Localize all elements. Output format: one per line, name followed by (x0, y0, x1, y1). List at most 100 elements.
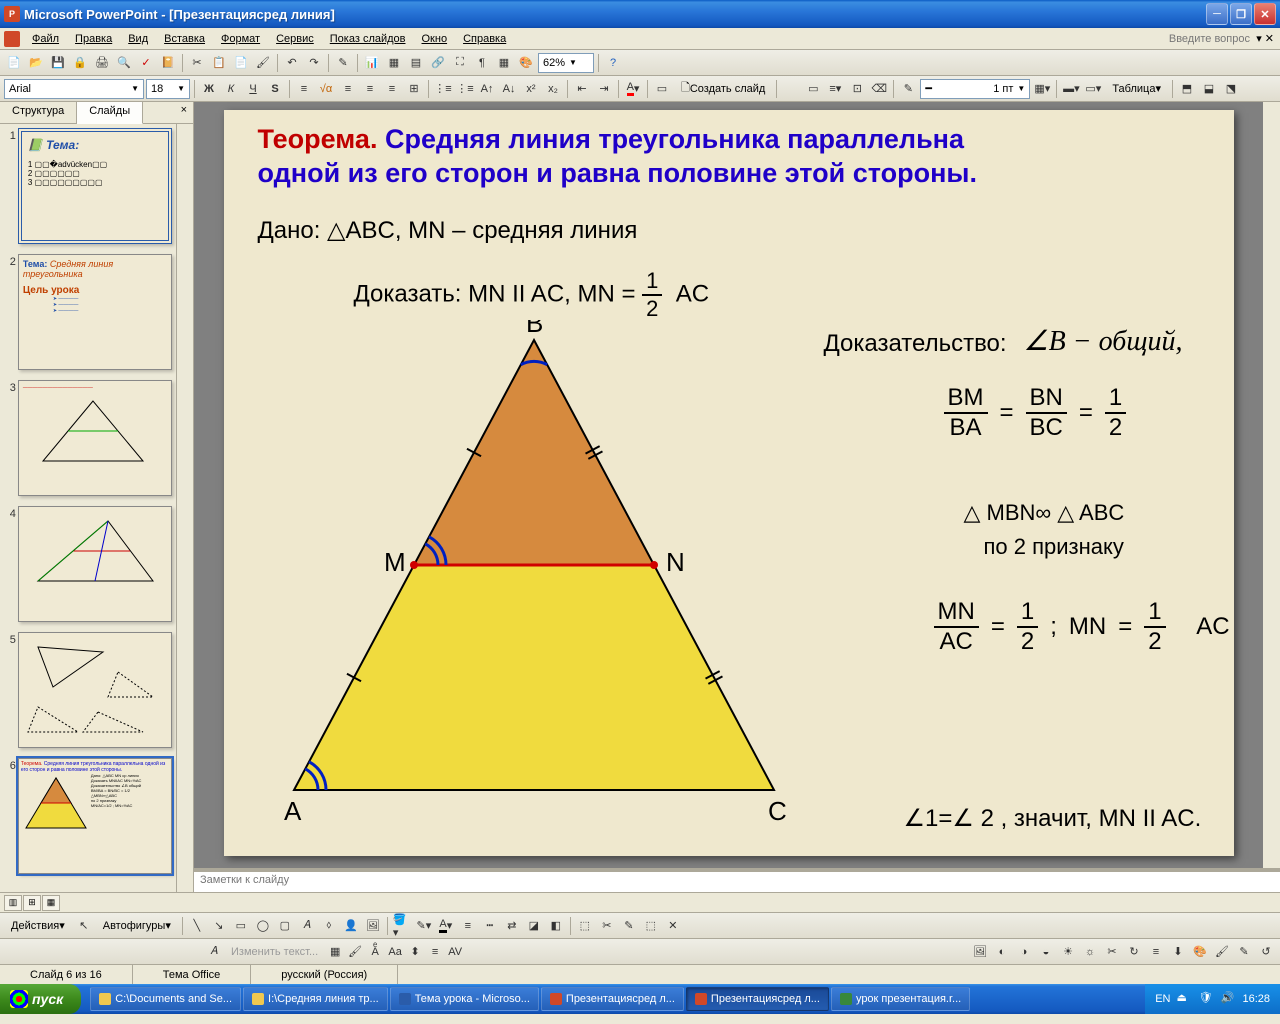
align-right-icon[interactable]: ≡ (360, 79, 380, 99)
wa-insert-icon[interactable]: 𝐴 (204, 942, 224, 962)
pic-transparent-icon[interactable]: ✎ (1234, 942, 1254, 962)
taskbar-item[interactable]: Презентациясред л... (541, 987, 684, 1011)
autoshapes-menu[interactable]: Автофигуры ▾ (96, 916, 178, 936)
border-icon[interactable]: ▦▾ (1032, 79, 1052, 99)
taskbar-item[interactable]: Презентациясред л... (686, 987, 829, 1011)
rectangle-tool-icon[interactable]: ▭ (231, 916, 251, 936)
line-tool-icon[interactable]: ╲ (187, 916, 207, 936)
normal-view-icon[interactable]: ▥ (4, 895, 22, 911)
ask-question-box[interactable]: Введите вопрос (1169, 33, 1250, 45)
thumbnail-5[interactable] (18, 632, 172, 748)
increase-font-icon[interactable]: A↑ (477, 79, 497, 99)
taskbar-item[interactable]: урок презентация.r... (831, 987, 970, 1011)
dash-style-tool-icon[interactable]: ┅ (480, 916, 500, 936)
distribute-icon[interactable]: ⊞ (404, 79, 424, 99)
table-icon[interactable]: ▦ (384, 53, 404, 73)
close-button[interactable]: ✕ (1254, 3, 1276, 25)
line-style-tool-icon[interactable]: ≡ (458, 916, 478, 936)
thumbnail-1[interactable]: 📗 Тема: 1 ▢▢�advücken▢▢ 2 ▢▢▢▢▢▢ 3 ▢▢▢▢▢… (18, 128, 172, 244)
expand-icon[interactable]: ⛶ (450, 53, 470, 73)
wa-shape-icon[interactable]: Aͤ (365, 942, 385, 962)
shadow-icon[interactable]: S (265, 79, 285, 99)
clock[interactable]: 16:28 (1242, 993, 1270, 1005)
bold-icon[interactable]: Ж (199, 79, 219, 99)
menu-slideshow[interactable]: Показ слайдов (322, 31, 414, 47)
chart-icon[interactable]: 📊 (362, 53, 382, 73)
pencil-icon[interactable]: ✎ (898, 79, 918, 99)
ink-icon[interactable]: ✎ (333, 53, 353, 73)
wa-gallery-icon[interactable]: ▦ (325, 942, 345, 962)
notes-pane[interactable]: Заметки к слайду (194, 872, 1280, 892)
thumbnail-6[interactable]: Теорема. Средняя линия треугольника пара… (18, 758, 172, 874)
shadow-tool-icon[interactable]: ◪ (524, 916, 544, 936)
thumbnail-2[interactable]: Тема: Средняя линиятреугольника Цель уро… (18, 254, 172, 370)
tables-borders-icon[interactable]: ▤ (406, 53, 426, 73)
start-button[interactable]: пуск (0, 984, 81, 1014)
menu-format[interactable]: Формат (213, 31, 268, 47)
new-slide-button[interactable]: 🗋 Создать слайд (674, 79, 772, 99)
bullets-icon[interactable]: ⋮≡ (455, 79, 475, 99)
clipart-icon[interactable]: 👤 (341, 916, 361, 936)
menu-file[interactable]: Файл (24, 31, 67, 47)
wa-spacing-icon[interactable]: AV (445, 942, 465, 962)
pic-less-contrast-icon[interactable]: ◒ (1036, 942, 1056, 962)
minimize-button[interactable]: ─ (1206, 3, 1228, 25)
select-icon[interactable]: ↖ (74, 916, 94, 936)
pic-rotate-icon[interactable]: ↻ (1124, 942, 1144, 962)
superscript-icon[interactable]: x² (521, 79, 541, 99)
tab-structure[interactable]: Структура (0, 102, 77, 123)
hyperlink-icon[interactable]: 🔗 (428, 53, 448, 73)
tray-icon-1[interactable]: ⏏ (1176, 991, 1192, 1007)
cut-icon[interactable]: ✂ (187, 53, 207, 73)
design-icon[interactable]: ▭ (652, 79, 672, 99)
align-mid-icon[interactable]: ⬓ (1199, 79, 1219, 99)
thumbnail-4[interactable] (18, 506, 172, 622)
align-justify-icon[interactable]: ≡ (382, 79, 402, 99)
wa-align-icon[interactable]: ≡ (425, 942, 445, 962)
new-icon[interactable]: 📄 (4, 53, 24, 73)
dash-icon[interactable]: ⊡ (847, 79, 867, 99)
format-painter-icon[interactable]: 🖌 (253, 53, 273, 73)
extra-2-icon[interactable]: ✂ (597, 916, 617, 936)
menu-edit[interactable]: Правка (67, 31, 120, 47)
print-icon[interactable]: 🖨 (92, 53, 112, 73)
menu-insert[interactable]: Вставка (156, 31, 213, 47)
numbering-icon[interactable]: ⋮≡ (433, 79, 453, 99)
underline-icon[interactable]: Ч (243, 79, 263, 99)
grid-icon[interactable]: ▦ (494, 53, 514, 73)
thumbs-scrollbar[interactable] (176, 124, 193, 892)
pic-format-icon[interactable]: 🖌 (1212, 942, 1232, 962)
3d-tool-icon[interactable]: ◧ (546, 916, 566, 936)
extra-5-icon[interactable]: ✕ (663, 916, 683, 936)
undo-icon[interactable]: ↶ (282, 53, 302, 73)
pic-insert-icon[interactable]: 🖼 (970, 942, 990, 962)
tab-slides[interactable]: Слайды (77, 102, 143, 124)
research-icon[interactable]: 📔 (158, 53, 178, 73)
table-menu-button[interactable]: Таблица ▾ (1105, 79, 1168, 99)
font-color-tool-icon[interactable]: A▾ (436, 916, 456, 936)
actions-menu[interactable]: Действия ▾ (4, 916, 72, 936)
extra-4-icon[interactable]: ⬚ (641, 916, 661, 936)
align-center-icon[interactable]: √α (316, 79, 336, 99)
pic-crop-icon[interactable]: ✂ (1102, 942, 1122, 962)
color-icon[interactable]: 🎨 (516, 53, 536, 73)
align-top-icon[interactable]: ⬒ (1177, 79, 1197, 99)
paste-icon[interactable]: 📄 (231, 53, 251, 73)
panel-close-icon[interactable]: × (175, 102, 193, 123)
menu-tools[interactable]: Сервис (268, 31, 322, 47)
arrow-tool-icon[interactable]: ↘ (209, 916, 229, 936)
line-color-tool-icon[interactable]: ✎▾ (414, 916, 434, 936)
increase-indent-icon[interactable]: ⇥ (594, 79, 614, 99)
wa-same-height-icon[interactable]: Aa (385, 942, 405, 962)
italic-icon[interactable]: К (221, 79, 241, 99)
decrease-indent-icon[interactable]: ⇤ (572, 79, 592, 99)
extra-1-icon[interactable]: ⬚ (575, 916, 595, 936)
pic-recolor-icon[interactable]: 🎨 (1190, 942, 1210, 962)
pic-compress-icon[interactable]: ⬇ (1168, 942, 1188, 962)
menu-help[interactable]: Справка (455, 31, 514, 47)
edit-text-button[interactable]: Изменить текст... (224, 942, 325, 962)
system-tray[interactable]: EN ⏏ 🛡 🔊 16:28 (1145, 984, 1280, 1014)
maximize-button[interactable]: ❐ (1230, 3, 1252, 25)
align-bot-icon[interactable]: ⬔ (1221, 79, 1241, 99)
line-style-icon[interactable]: ▭ (803, 79, 823, 99)
